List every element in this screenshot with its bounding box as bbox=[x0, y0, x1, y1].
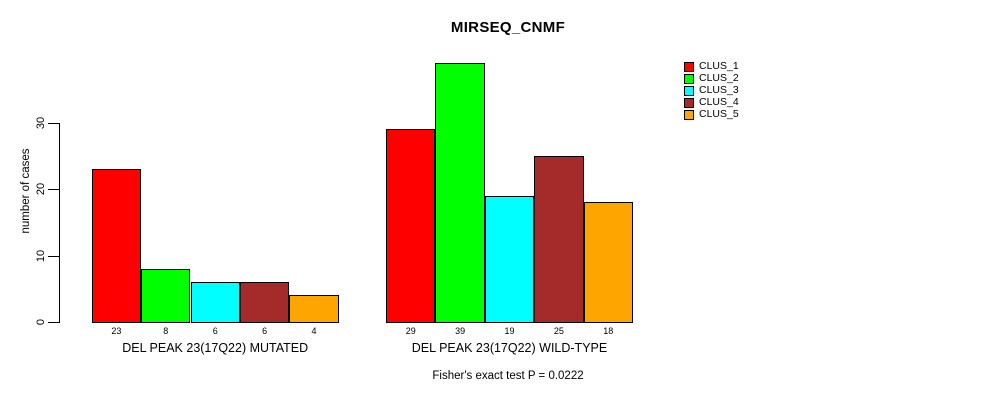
category-label: DEL PEAK 23(17Q22) WILD-TYPE bbox=[411, 341, 608, 355]
y-axis-tick bbox=[48, 322, 59, 324]
y-axis-tick-label: 10 bbox=[35, 249, 47, 262]
bar-clus_3-group1 bbox=[190, 282, 240, 323]
bar-clus_2-group2 bbox=[435, 62, 485, 323]
legend-item-clus_2: CLUS_2 bbox=[684, 73, 739, 84]
bar-clus_3-group2 bbox=[484, 195, 535, 323]
y-axis-tick bbox=[48, 122, 59, 124]
bar-clus_4-group2 bbox=[534, 155, 584, 323]
bar-value-label: 25 bbox=[553, 326, 564, 336]
legend-label: CLUS_2 bbox=[699, 72, 739, 84]
legend-item-clus_5: CLUS_5 bbox=[684, 109, 739, 120]
legend-swatch-clus_3 bbox=[684, 85, 694, 96]
bar-clus_5-group2 bbox=[583, 202, 633, 323]
legend-swatch-clus_4 bbox=[684, 97, 694, 108]
legend-item-clus_3: CLUS_3 bbox=[684, 85, 739, 96]
bar-value-label: 8 bbox=[163, 326, 169, 336]
bar-value-label: 23 bbox=[111, 326, 122, 336]
legend-item-clus_1: CLUS_1 bbox=[684, 61, 739, 72]
bar-value-label: 39 bbox=[455, 326, 466, 336]
legend-label: CLUS_4 bbox=[699, 96, 739, 108]
bar-clus_5-group1 bbox=[289, 295, 339, 323]
y-axis-tick-label: 30 bbox=[35, 116, 47, 129]
y-axis-tick-label: 20 bbox=[35, 182, 47, 196]
legend-label: CLUS_3 bbox=[699, 84, 739, 96]
bar-value-label: 4 bbox=[311, 326, 317, 336]
bar-clus_4-group1 bbox=[239, 282, 290, 323]
legend-item-clus_4: CLUS_4 bbox=[684, 97, 739, 108]
y-axis-tick bbox=[48, 189, 59, 191]
bar-value-label: 18 bbox=[603, 326, 614, 336]
legend-swatch-clus_1 bbox=[684, 61, 694, 72]
y-axis-tick bbox=[48, 255, 59, 257]
category-label: DEL PEAK 23(17Q22) MUTATED bbox=[122, 341, 309, 355]
bar-value-label: 6 bbox=[262, 326, 268, 336]
footnote: Fisher's exact test P = 0.0222 bbox=[432, 370, 584, 382]
bar-value-label: 29 bbox=[405, 326, 416, 336]
legend-swatch-clus_5 bbox=[684, 109, 694, 120]
bar-value-label: 19 bbox=[504, 326, 515, 336]
legend-swatch-clus_2 bbox=[684, 73, 694, 84]
y-axis-tick-label: 0 bbox=[35, 318, 47, 326]
bar-clus_1-group1 bbox=[91, 169, 142, 323]
legend-label: CLUS_1 bbox=[699, 60, 739, 72]
chart-title: MIRSEQ_CNMF bbox=[450, 19, 566, 36]
y-axis-label: number of cases bbox=[20, 148, 32, 234]
bar-clus_1-group2 bbox=[386, 129, 436, 323]
legend-label: CLUS_5 bbox=[699, 108, 739, 120]
bar-value-label: 6 bbox=[212, 326, 218, 336]
bar-clus_2-group1 bbox=[141, 268, 191, 323]
y-axis-line bbox=[59, 122, 61, 323]
